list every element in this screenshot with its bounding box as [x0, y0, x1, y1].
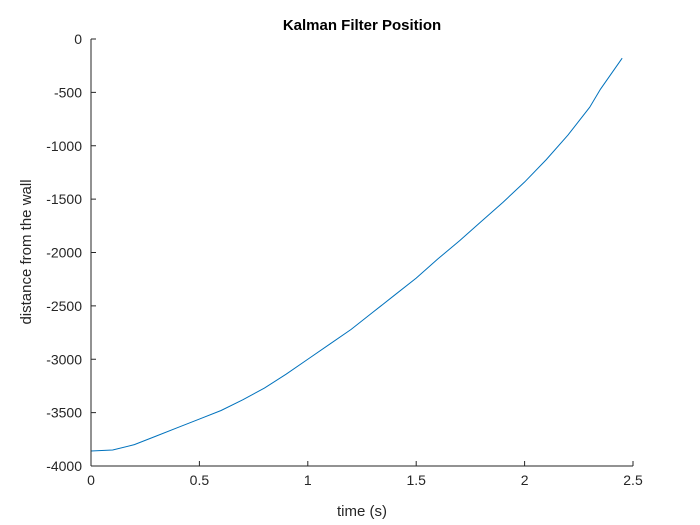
x-axis-label: time (s)	[337, 503, 387, 520]
series-layer	[90, 57, 623, 452]
data-point	[242, 399, 243, 400]
x-tick-label: 0	[87, 472, 95, 488]
data-point	[416, 278, 417, 279]
data-point	[286, 374, 287, 375]
data-point	[567, 135, 568, 136]
x-tick-label: 2.5	[623, 472, 643, 488]
y-tick-label: -2500	[46, 298, 82, 314]
y-tick-label: -3000	[46, 351, 82, 367]
data-point	[134, 444, 135, 445]
data-point	[156, 436, 157, 437]
y-tick-label: -4000	[46, 458, 82, 474]
data-point	[372, 312, 373, 313]
data-point	[589, 107, 590, 108]
data-point	[351, 329, 352, 330]
data-point	[394, 295, 395, 296]
data-point	[221, 410, 222, 411]
x-tick-label: 1.5	[406, 472, 426, 488]
data-point	[437, 258, 438, 259]
plot-area	[91, 39, 633, 466]
y-tick-label: -500	[54, 84, 82, 100]
data-point	[600, 89, 601, 90]
x-tick-label: 0.5	[190, 472, 210, 488]
x-tick-label: 2	[521, 472, 529, 488]
data-point	[177, 427, 178, 428]
y-axis-label: distance from the wall	[18, 179, 35, 324]
data-point	[112, 449, 113, 450]
data-point	[329, 344, 330, 345]
y-tick-label: -1500	[46, 191, 82, 207]
data-point	[502, 202, 503, 203]
y-tick-label: 0	[74, 31, 82, 47]
y-tick-label: -3500	[46, 405, 82, 421]
chart-title: Kalman Filter Position	[283, 17, 441, 34]
ticks-layer: 0 0.5 1 1.5 2 2.5 0 -500 -1000 -1500 -2000 -2500 -30…	[46, 31, 643, 488]
data-point	[524, 182, 525, 183]
y-tick-label: -2000	[46, 245, 82, 261]
series-line	[90, 57, 623, 452]
data-point	[307, 359, 308, 360]
data-point	[481, 221, 482, 222]
y-tick-label: -1000	[46, 138, 82, 154]
data-point	[199, 419, 200, 420]
data-point	[546, 159, 547, 160]
data-point	[264, 388, 265, 389]
data-point	[622, 58, 623, 59]
data-point	[459, 240, 460, 241]
x-tick-label: 1	[304, 472, 312, 488]
